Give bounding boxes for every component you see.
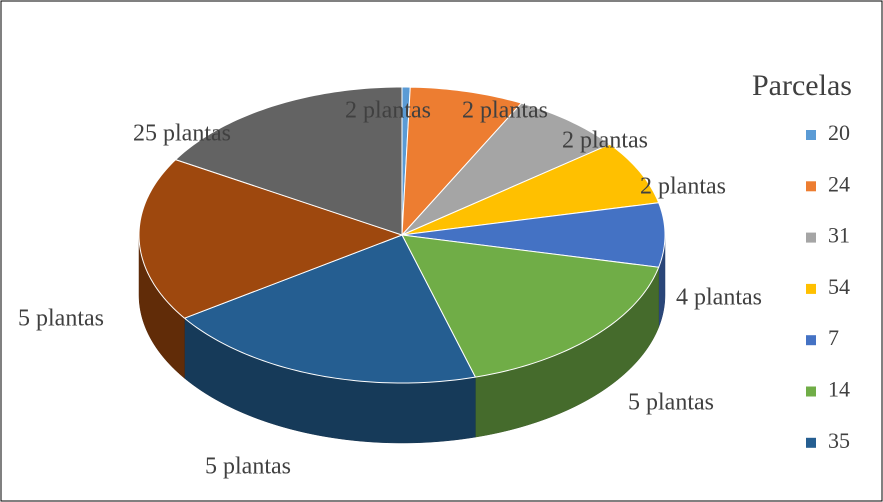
slice-top <box>401 102 611 236</box>
legend-label: 20 <box>828 120 850 145</box>
slice-top <box>174 86 403 236</box>
legend-title: Parcelas <box>752 69 852 102</box>
legend-swatch <box>806 181 816 192</box>
slice <box>138 159 404 379</box>
legend-swatch <box>806 335 816 346</box>
slice-top <box>401 202 666 268</box>
legend-label: 14 <box>828 377 850 402</box>
slice <box>401 143 660 236</box>
slice-top <box>401 234 660 378</box>
data-label: 5 plantas <box>628 390 714 416</box>
data-label: 25 plantas <box>133 121 231 147</box>
legend-label: 54 <box>828 274 850 299</box>
legend-label: 24 <box>828 171 850 196</box>
legend-swatch <box>806 130 816 140</box>
slice-top <box>138 159 404 319</box>
data-label: 2 plantas <box>345 98 431 124</box>
data-label: 2 plantas <box>462 98 548 124</box>
data-label: 5 plantas <box>18 306 104 332</box>
legend-swatch <box>806 283 816 294</box>
legend-swatch <box>806 386 816 397</box>
slice-top <box>401 143 660 236</box>
legend-label: 35 <box>828 428 850 453</box>
data-label: 2 plantas <box>562 128 648 154</box>
slice <box>401 202 666 328</box>
legend-label: 7 <box>828 325 839 350</box>
data-label: 5 plantas <box>205 454 291 480</box>
slice <box>174 86 403 236</box>
slice-top <box>183 234 477 384</box>
slice <box>401 86 523 237</box>
slice <box>401 234 660 438</box>
legend-swatch <box>806 437 816 448</box>
data-label: 4 plantas <box>676 285 762 311</box>
slice-top <box>401 86 523 237</box>
data-label: 2 plantas <box>640 174 726 200</box>
legend-swatch <box>806 232 816 243</box>
slice <box>401 102 611 236</box>
legend-label: 31 <box>828 223 850 248</box>
